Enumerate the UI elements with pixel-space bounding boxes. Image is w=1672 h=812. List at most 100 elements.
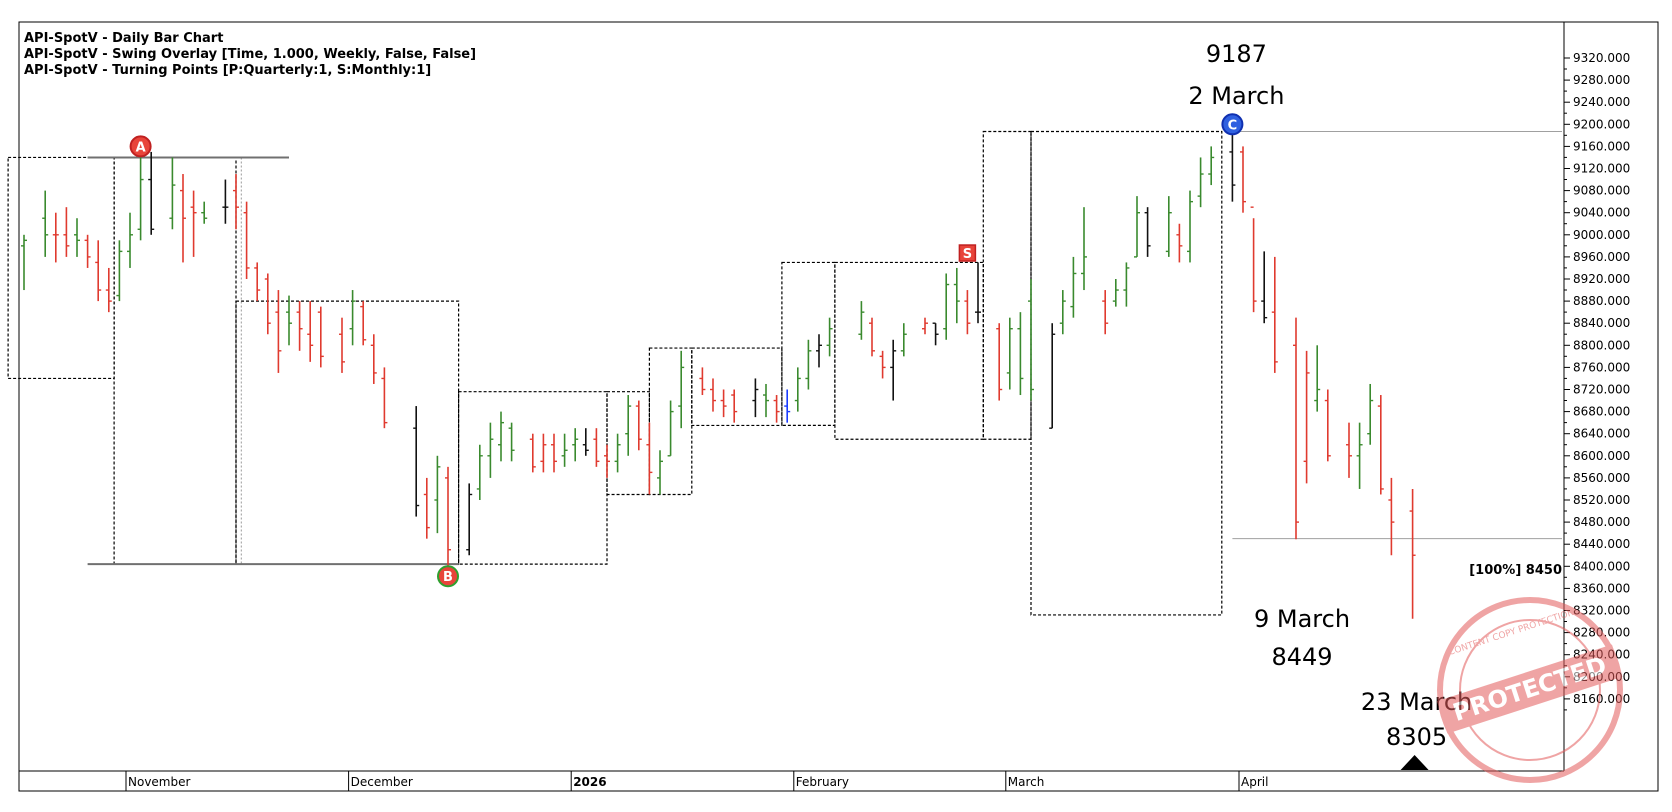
ohlc-bar: [953, 267, 960, 324]
y-tick-label: 9200.000: [1573, 117, 1630, 131]
ohlc-bar: [63, 207, 70, 257]
ohlc-bar: [1028, 279, 1034, 401]
marker-label: S: [963, 247, 972, 262]
y-tick-label: 8960.000: [1573, 250, 1630, 264]
ohlc-bar: [1261, 251, 1268, 324]
ohlc-bar: [816, 334, 822, 368]
ohlc-bar: [1081, 207, 1087, 291]
ohlc-bar: [943, 273, 950, 340]
ohlc-bar: [1367, 383, 1374, 445]
header-line-1: API-SpotV - Daily Bar Chart: [24, 31, 223, 46]
ohlc-bar: [1017, 312, 1024, 396]
stamp-inner-ring: [1459, 619, 1601, 761]
ohlc-bar: [74, 218, 80, 257]
ohlc-bar: [21, 234, 27, 291]
ohlc-bar: [582, 428, 589, 456]
ohlc-bar: [508, 422, 515, 462]
ohlc-bar: [1314, 345, 1321, 412]
marker-s: S: [958, 244, 977, 262]
ohlc-bar: [180, 174, 186, 263]
ohlc-bar: [540, 433, 547, 473]
ohlc-bar: [264, 273, 271, 335]
ohlc-bar: [423, 477, 430, 539]
x-month-label: February: [796, 775, 849, 789]
y-tick-label: 9160.000: [1573, 139, 1630, 153]
y-tick-label: 9120.000: [1573, 162, 1630, 176]
ohlc-bar: [148, 151, 155, 235]
ohlc-bar: [1409, 488, 1416, 619]
ohlc-bar: [826, 317, 833, 357]
ohlc-bar: [964, 290, 971, 335]
annotation-text: 9 March: [1254, 605, 1350, 633]
x-axis: November December 2026 February March April: [125, 771, 1268, 791]
y-tick-label: 9240.000: [1573, 95, 1630, 109]
marker-label: C: [1228, 118, 1238, 133]
ohlc-bar: [667, 400, 674, 457]
ohlc-bar: [275, 290, 282, 373]
y-tick-label: 8400.000: [1573, 559, 1630, 573]
ohlc-bar: [710, 378, 716, 412]
ohlc-bar: [413, 406, 420, 517]
ohlc-bar: [1123, 262, 1130, 307]
ohlc-bar: [1388, 477, 1395, 556]
ohlc-bar: [243, 201, 250, 279]
ohlc-bar: [254, 262, 261, 302]
annotation-text: 9187: [1206, 40, 1267, 68]
y-tick-label: 8760.000: [1573, 360, 1630, 374]
y-tick-label: 9080.000: [1573, 184, 1630, 198]
x-month-label: April: [1241, 775, 1268, 789]
ohlc-bar: [498, 411, 504, 462]
x-month-label: November: [128, 775, 190, 789]
marker-shape: [958, 244, 977, 262]
marker-label: B: [443, 570, 453, 585]
y-tick-label: 8840.000: [1573, 316, 1630, 330]
ohlc-bar: [445, 466, 451, 567]
ohlc-bar: [1102, 290, 1109, 335]
level-label-100pct: [100%] 8450: [1469, 563, 1562, 578]
ohlc-bar: [784, 389, 791, 423]
marker-b: B: [437, 565, 459, 588]
ohlc-bar: [349, 290, 356, 346]
ohlc-bar: [1356, 422, 1363, 489]
ohlc-bar: [95, 240, 102, 302]
stamp-banner: [1436, 644, 1623, 734]
ohlc-bar: [296, 301, 303, 351]
y-tick-label: 9280.000: [1573, 73, 1630, 87]
ohlc-bar: [1049, 323, 1056, 429]
marker-label: A: [136, 140, 146, 155]
ohlc-bar: [625, 395, 632, 456]
swing-box-4: [606, 391, 651, 496]
ohlc-bar: [201, 201, 208, 224]
ohlc-bar: [339, 317, 345, 373]
ohlc-bar: [1250, 206, 1257, 313]
ohlc-bar: [286, 295, 292, 346]
ohlc-bar: [1006, 317, 1013, 390]
ohlc-bar: [922, 317, 928, 335]
ohlc-bar: [731, 389, 738, 423]
ohlc-bar: [678, 350, 685, 429]
ohlc-bar: [1070, 256, 1077, 318]
x-month-label: 2026: [573, 775, 606, 789]
ohlc-bar: [773, 395, 780, 423]
ohlc-bar: [551, 433, 557, 473]
ohlc-bar: [932, 322, 939, 346]
price-bars: [21, 131, 1416, 619]
ohlc-bar: [1303, 350, 1310, 484]
ohlc-bar: [720, 389, 727, 418]
ohlc-bar: [1377, 395, 1384, 495]
y-tick-label: 8520.000: [1573, 493, 1630, 507]
ohlc-bar: [1293, 317, 1299, 540]
ohlc-bar: [657, 450, 663, 495]
swing-box-7: [781, 261, 836, 427]
ohlc-bar: [752, 378, 759, 418]
ohlc-bar: [1346, 422, 1352, 478]
ohlc-bar: [370, 334, 377, 384]
ohlc-bar: [1059, 290, 1066, 335]
stamp-outer-ring: [1437, 597, 1623, 783]
ohlc-bar: [1324, 389, 1331, 462]
ohlc-bar: [805, 339, 812, 390]
ohlc-bar: [317, 306, 324, 368]
y-tick-label: 8320.000: [1573, 604, 1630, 618]
ohlc-bar: [1197, 157, 1204, 208]
